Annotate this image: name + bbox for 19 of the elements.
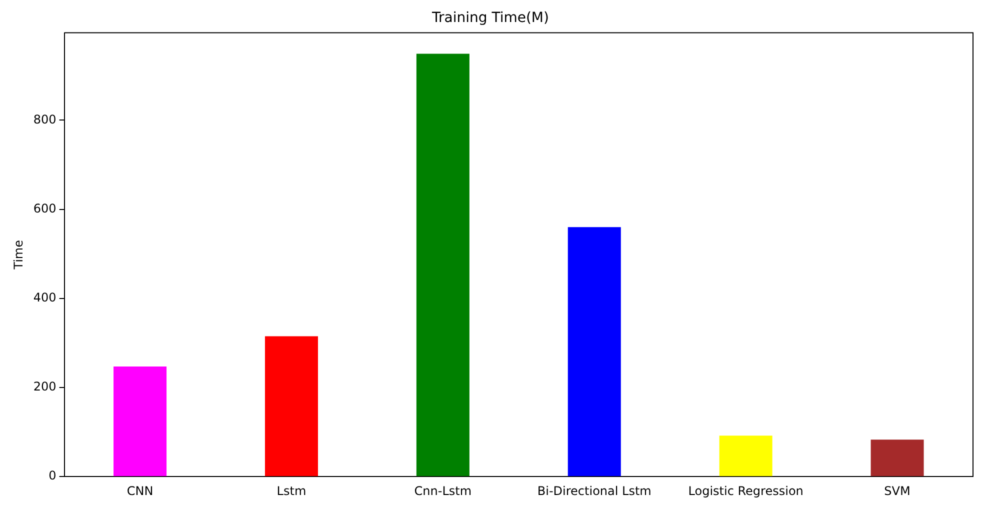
y-tick-label: 400 <box>33 290 56 304</box>
bar <box>416 54 470 476</box>
bar <box>870 440 924 476</box>
bar <box>264 336 318 476</box>
x-tick-label: Lstm <box>276 484 306 498</box>
bar <box>114 366 167 476</box>
y-axis-title: Time <box>11 240 26 270</box>
bar <box>568 227 621 476</box>
x-tick-label: CNN <box>126 484 154 498</box>
x-tick-label: Bi-Directional Lstm <box>537 484 652 498</box>
y-tick-label: 0 <box>48 468 56 483</box>
chart-title: Training Time(M) <box>431 10 549 26</box>
x-tick-label: Cnn-Lstm <box>414 484 472 498</box>
x-tick-label: Logistic Regression <box>688 484 804 498</box>
y-tick-label: 200 <box>33 380 56 394</box>
y-tick-label: 600 <box>33 201 56 216</box>
bar <box>719 436 772 476</box>
x-tick-label: SVM <box>884 484 910 498</box>
y-tick-label: 800 <box>33 112 56 126</box>
